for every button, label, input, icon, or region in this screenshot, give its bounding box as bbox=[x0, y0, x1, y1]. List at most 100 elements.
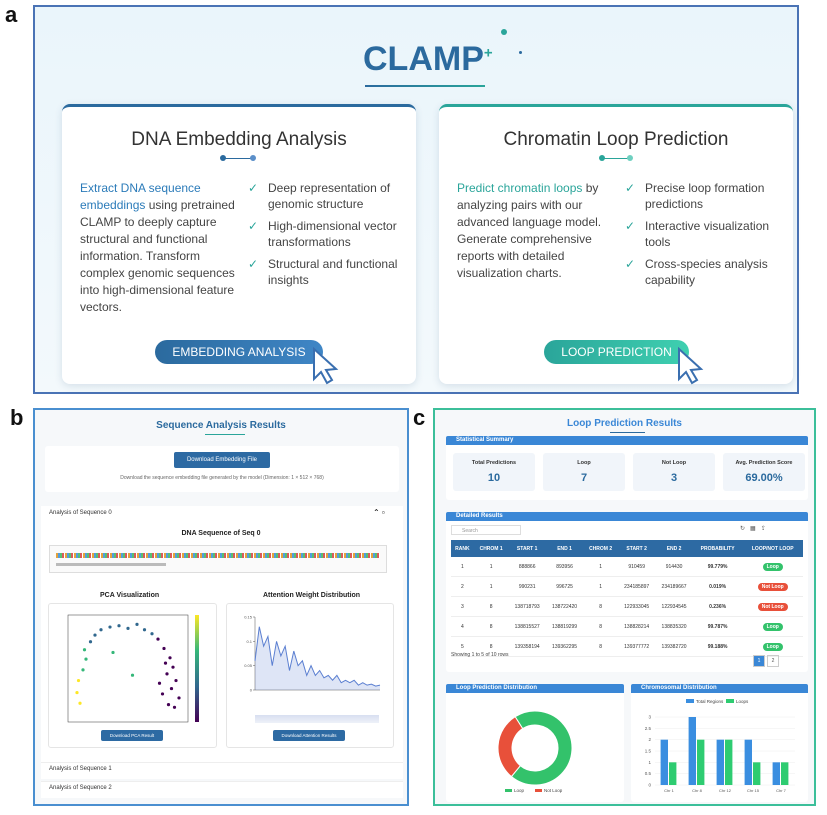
scrollbar[interactable] bbox=[56, 563, 166, 566]
bar bbox=[744, 739, 752, 785]
scatter-point bbox=[130, 673, 135, 677]
cell-text: 122934545 bbox=[661, 603, 687, 610]
feature: Structural and functional insights bbox=[248, 256, 408, 288]
scatter-point bbox=[168, 656, 172, 660]
landing-panel: CLAMP+ DNA Embedding Analysis Extract DN… bbox=[33, 5, 799, 394]
table-row: 5 8 139358194 139362295 8 139377772 139382720 9… bbox=[451, 636, 803, 657]
table-cell: 122934545 bbox=[655, 596, 693, 617]
pca-button[interactable]: Download PCA Result bbox=[101, 730, 163, 741]
page-button[interactable]: 2 bbox=[767, 655, 779, 667]
table-cell: 138722420 bbox=[545, 596, 584, 617]
body: by analyzing pairs with our advanced lan… bbox=[457, 181, 602, 280]
download-button[interactable]: Download Embedding File bbox=[174, 452, 270, 468]
cell-text: 139358194 bbox=[514, 643, 540, 650]
scatter-point bbox=[81, 668, 85, 672]
loop-button[interactable]: LOOP PREDICTION bbox=[544, 340, 689, 364]
column-header[interactable]: START 2 bbox=[617, 540, 656, 557]
table-cell: 3 bbox=[451, 596, 474, 617]
table-cell: 0.019% bbox=[692, 576, 743, 597]
column-header[interactable]: LOOP/NOT LOOP bbox=[742, 540, 803, 557]
column-header[interactable]: CHROM 2 bbox=[583, 540, 618, 557]
cell-text: 8 bbox=[599, 603, 602, 610]
table-cell: 139377772 bbox=[617, 636, 656, 657]
cell-text: 234189667 bbox=[661, 583, 687, 590]
table-cell: 139382720 bbox=[655, 636, 693, 657]
cell-text: 138828214 bbox=[624, 623, 650, 630]
table-cell: 2 bbox=[451, 576, 474, 597]
table-cell: 893956 bbox=[545, 557, 584, 577]
loop-panel: Loop Prediction Results Statistical Summ… bbox=[433, 408, 816, 806]
table-cell: 1 bbox=[583, 576, 618, 597]
underline bbox=[205, 434, 245, 435]
table-footer: Showing 1 to 5 of 10 rows bbox=[451, 652, 509, 658]
stat-value: 69.00% bbox=[745, 472, 783, 484]
pie-header: Loop Prediction Distribution bbox=[446, 684, 624, 693]
table-row: 3 8 138718793 138722420 8 122933045 122934545 0… bbox=[451, 596, 803, 617]
x-tick-label: Chr 7 bbox=[776, 788, 787, 793]
cell-text: 990231 bbox=[518, 583, 536, 590]
table-cell: 5 bbox=[451, 636, 474, 657]
column-header[interactable]: END 1 bbox=[545, 540, 584, 557]
legend-swatch bbox=[535, 789, 542, 792]
details-header: Detailed Results bbox=[446, 512, 808, 521]
bar bbox=[660, 739, 668, 785]
y-tick-label: 2.5 bbox=[645, 726, 652, 731]
search-box[interactable]: Search bbox=[451, 525, 521, 535]
scatter-point bbox=[99, 628, 103, 632]
cell-text: 893956 bbox=[556, 563, 573, 570]
cell-text: 99.787% bbox=[707, 623, 728, 630]
scatter-point bbox=[108, 625, 112, 629]
table-cell: Loop bbox=[742, 616, 803, 637]
section-header: Analysis of Sequence 2 bbox=[49, 785, 112, 791]
table-cell: 138815527 bbox=[508, 616, 546, 637]
cell-text: 4 bbox=[460, 623, 464, 630]
cursor bbox=[678, 346, 704, 385]
embedding-button[interactable]: EMBEDDING ANALYSIS bbox=[155, 340, 323, 364]
stat-card: Total Predictions 10 bbox=[453, 453, 535, 491]
y-tick-label: 0 bbox=[250, 688, 253, 693]
column-header[interactable]: END 2 bbox=[655, 540, 693, 557]
panel-title: Loop Prediction Results bbox=[566, 418, 682, 429]
scatter-point bbox=[93, 633, 97, 637]
table-cell: 1 bbox=[583, 557, 618, 577]
chevron[interactable]: ⌃ ▫ bbox=[373, 508, 385, 517]
cell-text: 5 bbox=[460, 643, 464, 650]
legend-label: Loops bbox=[736, 699, 749, 704]
cell-text: 8 bbox=[489, 623, 493, 630]
page-button[interactable]: 1 bbox=[753, 655, 765, 667]
table-cell: 99.188% bbox=[692, 636, 743, 657]
cursor bbox=[313, 346, 339, 385]
stat-label: Loop bbox=[577, 460, 591, 466]
section-row[interactable] bbox=[41, 762, 403, 779]
cell-text: 910459 bbox=[628, 563, 645, 570]
legend-swatch bbox=[686, 699, 694, 703]
stat-card: Loop 7 bbox=[543, 453, 625, 491]
cell-text: 2 bbox=[460, 583, 464, 590]
column-header[interactable]: RANK bbox=[451, 540, 474, 557]
range-slider[interactable] bbox=[255, 715, 379, 723]
cell-text: 914430 bbox=[665, 563, 683, 570]
column-header[interactable]: CHROM 1 bbox=[473, 540, 509, 557]
scatter-point bbox=[165, 672, 169, 676]
scatter-point bbox=[174, 678, 178, 683]
column-header[interactable]: START 1 bbox=[508, 540, 546, 557]
table-cell: 138835320 bbox=[655, 616, 693, 637]
cell-text: 3 bbox=[460, 603, 464, 610]
column-header[interactable]: PROBABILITY bbox=[692, 540, 743, 557]
scatter-point bbox=[169, 686, 174, 691]
lead: Predict chromatin loops bbox=[457, 181, 583, 195]
table-cell: 8 bbox=[473, 616, 509, 637]
bar bbox=[669, 762, 677, 785]
results-table: RANK CHROM 1 START 1 END 1 CHROM 2 START 2 END… bbox=[451, 540, 803, 657]
attention-button[interactable]: Download Attention Results bbox=[273, 730, 345, 741]
feature: Precise loop formation predictions bbox=[625, 180, 785, 212]
scatter-point bbox=[135, 622, 139, 626]
y-tick-label: 1.5 bbox=[645, 749, 652, 754]
table-cell: 0.236% bbox=[692, 596, 743, 617]
brand: CLAMP+ bbox=[363, 40, 493, 79]
decor bbox=[222, 158, 254, 159]
x-tick-label: Chr 15 bbox=[747, 788, 760, 793]
table-row: 4 8 138815527 138819299 8 138828214 138835320 9… bbox=[451, 616, 803, 637]
toolbar[interactable]: ↻ ▦ ⇪ bbox=[740, 526, 766, 532]
section-row[interactable] bbox=[41, 781, 403, 798]
